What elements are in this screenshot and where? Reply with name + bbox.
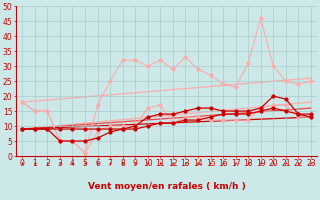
X-axis label: Vent moyen/en rafales ( km/h ): Vent moyen/en rafales ( km/h ) bbox=[88, 182, 245, 191]
